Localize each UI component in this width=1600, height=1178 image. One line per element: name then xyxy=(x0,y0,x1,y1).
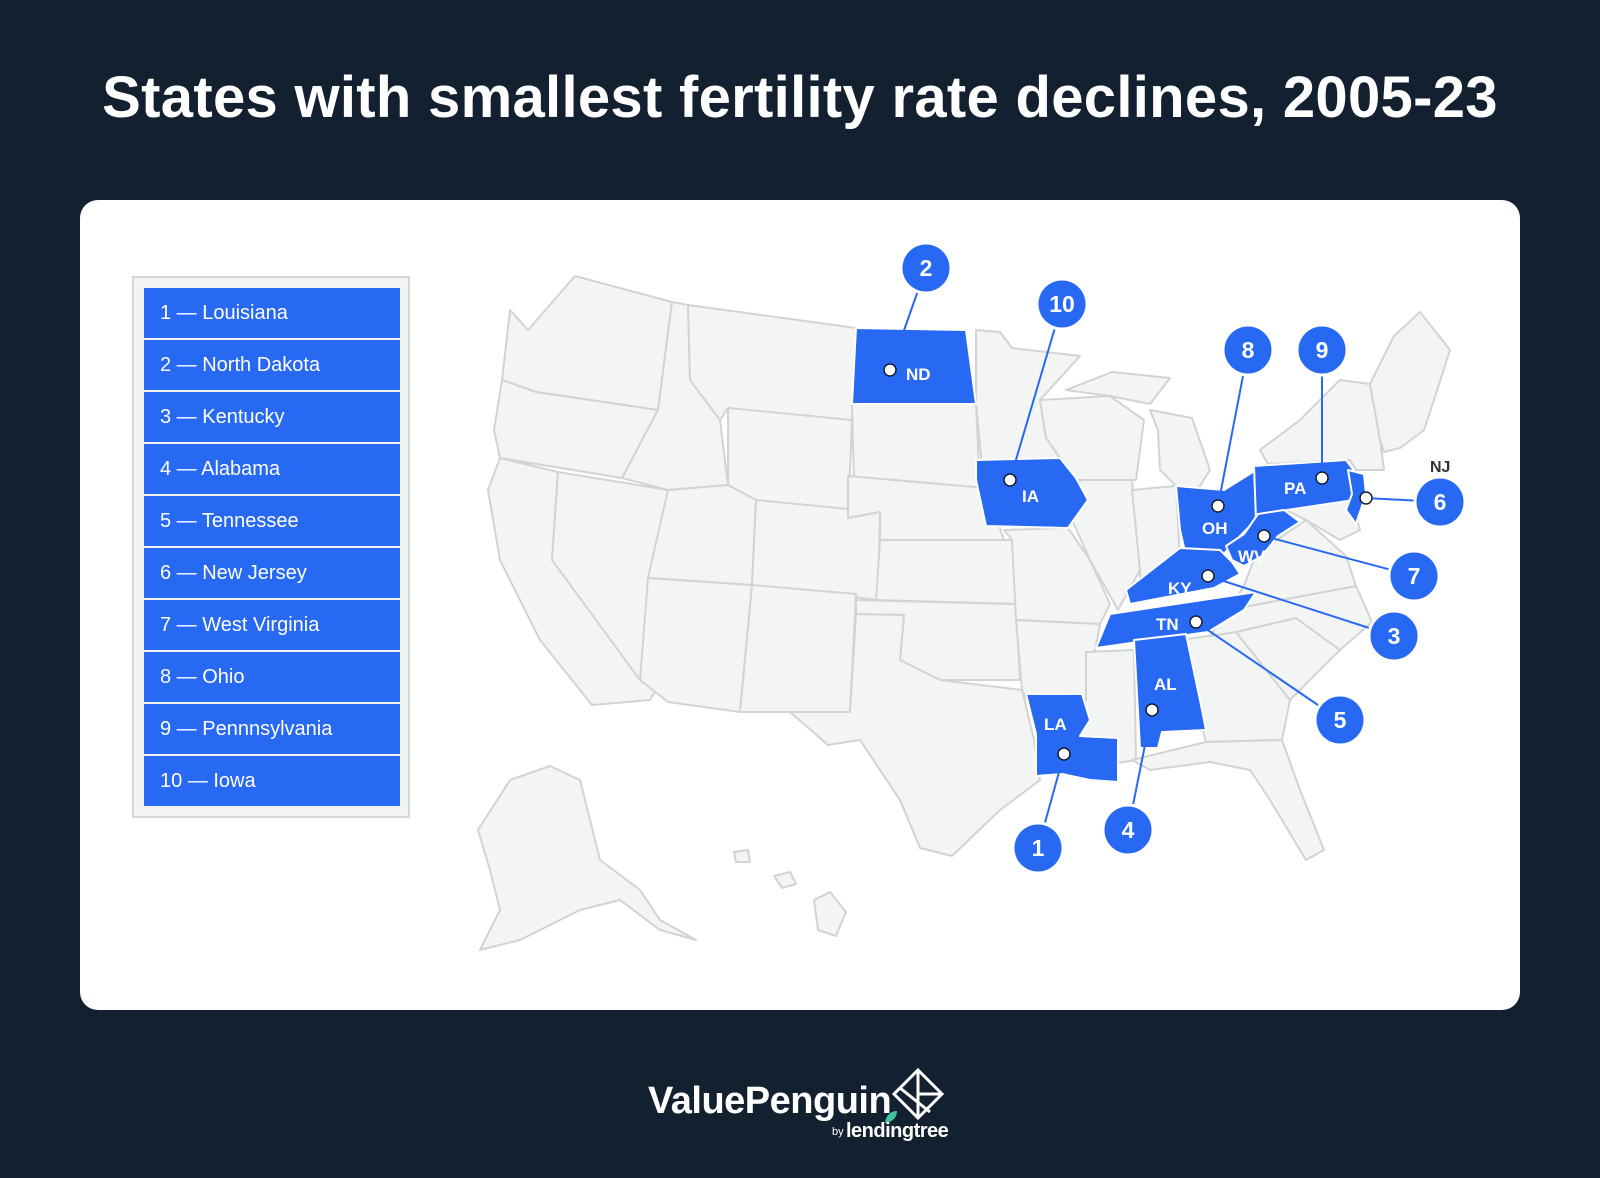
rank-badge-pa: 9 xyxy=(1295,323,1349,377)
state-ak xyxy=(477,765,697,951)
rank-badge-al: 4 xyxy=(1101,803,1155,857)
legend-item: 6 — New Jersey xyxy=(144,548,400,598)
rank-badges: 1 2 3 4 5 6 7 8 xyxy=(899,241,1467,875)
svg-text:3: 3 xyxy=(1388,623,1401,649)
state-mi-up xyxy=(1065,371,1171,405)
legend-item: 9 — Pennnsylvania xyxy=(144,704,400,754)
rank-badge-nd: 2 xyxy=(899,241,953,295)
rank-badge-ia: 10 xyxy=(1035,277,1089,331)
state-mo xyxy=(1003,527,1111,625)
marker-nd xyxy=(883,363,897,377)
legend-item: 8 — Ohio xyxy=(144,652,400,702)
state-nd xyxy=(851,327,977,405)
svg-text:9: 9 xyxy=(1316,337,1329,363)
state-tn xyxy=(1095,591,1257,649)
by-text: by xyxy=(832,1126,844,1138)
legend-item: 4 — Alabama xyxy=(144,444,400,494)
legend-item: 2 — North Dakota xyxy=(144,340,400,390)
state-hi3 xyxy=(733,849,751,863)
svg-text:8: 8 xyxy=(1242,337,1255,363)
legend-item: 7 — West Virginia xyxy=(144,600,400,650)
rank-badge-oh: 8 xyxy=(1221,323,1275,377)
ranking-legend: 1 — Louisiana 2 — North Dakota 3 — Kentu… xyxy=(132,276,410,818)
label-al: AL xyxy=(1154,675,1177,694)
state-markers xyxy=(883,363,1373,761)
rank-badge-ky: 3 xyxy=(1367,609,1421,663)
label-la: LA xyxy=(1044,715,1067,734)
marker-oh xyxy=(1211,499,1225,513)
label-ia: IA xyxy=(1022,487,1039,506)
state-labels: LA ND KY AL TN NJ WV OH PA IA xyxy=(906,365,1450,734)
rank-badge-wv: 7 xyxy=(1387,549,1441,603)
rank-badge-tn: 5 xyxy=(1313,693,1367,747)
legend-item: 3 — Kentucky xyxy=(144,392,400,442)
label-oh: OH xyxy=(1202,519,1228,538)
state-ks xyxy=(875,539,1017,605)
label-nd: ND xyxy=(906,365,931,384)
label-tn: TN xyxy=(1156,615,1179,634)
footer: ValuePenguin by lendingtree xyxy=(0,1067,1600,1152)
svg-text:6: 6 xyxy=(1434,489,1447,515)
state-hi2 xyxy=(773,871,797,889)
marker-ky xyxy=(1201,569,1215,583)
highlighted-states xyxy=(851,327,1367,783)
penguin-logo-icon xyxy=(891,1067,945,1121)
marker-ia xyxy=(1003,473,1017,487)
rank-badge-nj: 6 xyxy=(1413,475,1467,529)
state-la xyxy=(1025,693,1119,783)
state-new-england xyxy=(1369,311,1451,453)
svg-text:7: 7 xyxy=(1408,563,1421,589)
state-az xyxy=(639,577,753,713)
brand-logo-text: ValuePenguin xyxy=(648,1080,892,1122)
base-states xyxy=(477,275,1451,951)
svg-text:10: 10 xyxy=(1049,291,1075,317)
state-ky xyxy=(1125,547,1241,605)
state-nj xyxy=(1345,469,1367,525)
svg-text:1: 1 xyxy=(1032,835,1045,861)
label-pa: PA xyxy=(1284,479,1306,498)
legend-item: 1 — Louisiana xyxy=(144,288,400,338)
marker-wv xyxy=(1257,529,1271,543)
legend-item: 10 — Iowa xyxy=(144,756,400,806)
marker-al xyxy=(1145,703,1159,717)
label-ky: KY xyxy=(1168,579,1192,598)
state-nm xyxy=(739,584,857,713)
parent-brand-text: lendingtree xyxy=(846,1120,949,1142)
svg-text:4: 4 xyxy=(1122,817,1135,843)
state-fl xyxy=(1131,739,1325,861)
marker-tn xyxy=(1189,615,1203,629)
rank-badge-la: 1 xyxy=(1011,821,1065,875)
marker-la xyxy=(1057,747,1071,761)
svg-text:2: 2 xyxy=(920,255,933,281)
state-tx xyxy=(789,613,1041,857)
label-nj: NJ xyxy=(1430,459,1450,476)
state-ia xyxy=(975,457,1089,529)
leaf-icon xyxy=(885,1111,897,1123)
legend-item: 5 — Tennessee xyxy=(144,496,400,546)
state-al xyxy=(1133,633,1207,749)
svg-text:5: 5 xyxy=(1334,707,1347,733)
state-hi xyxy=(813,891,847,937)
chart-title: States with smallest fertility rate decl… xyxy=(102,65,1498,130)
state-mi xyxy=(1149,409,1211,493)
label-wv: WV xyxy=(1238,547,1266,566)
marker-pa xyxy=(1315,471,1329,485)
marker-nj xyxy=(1359,491,1373,505)
